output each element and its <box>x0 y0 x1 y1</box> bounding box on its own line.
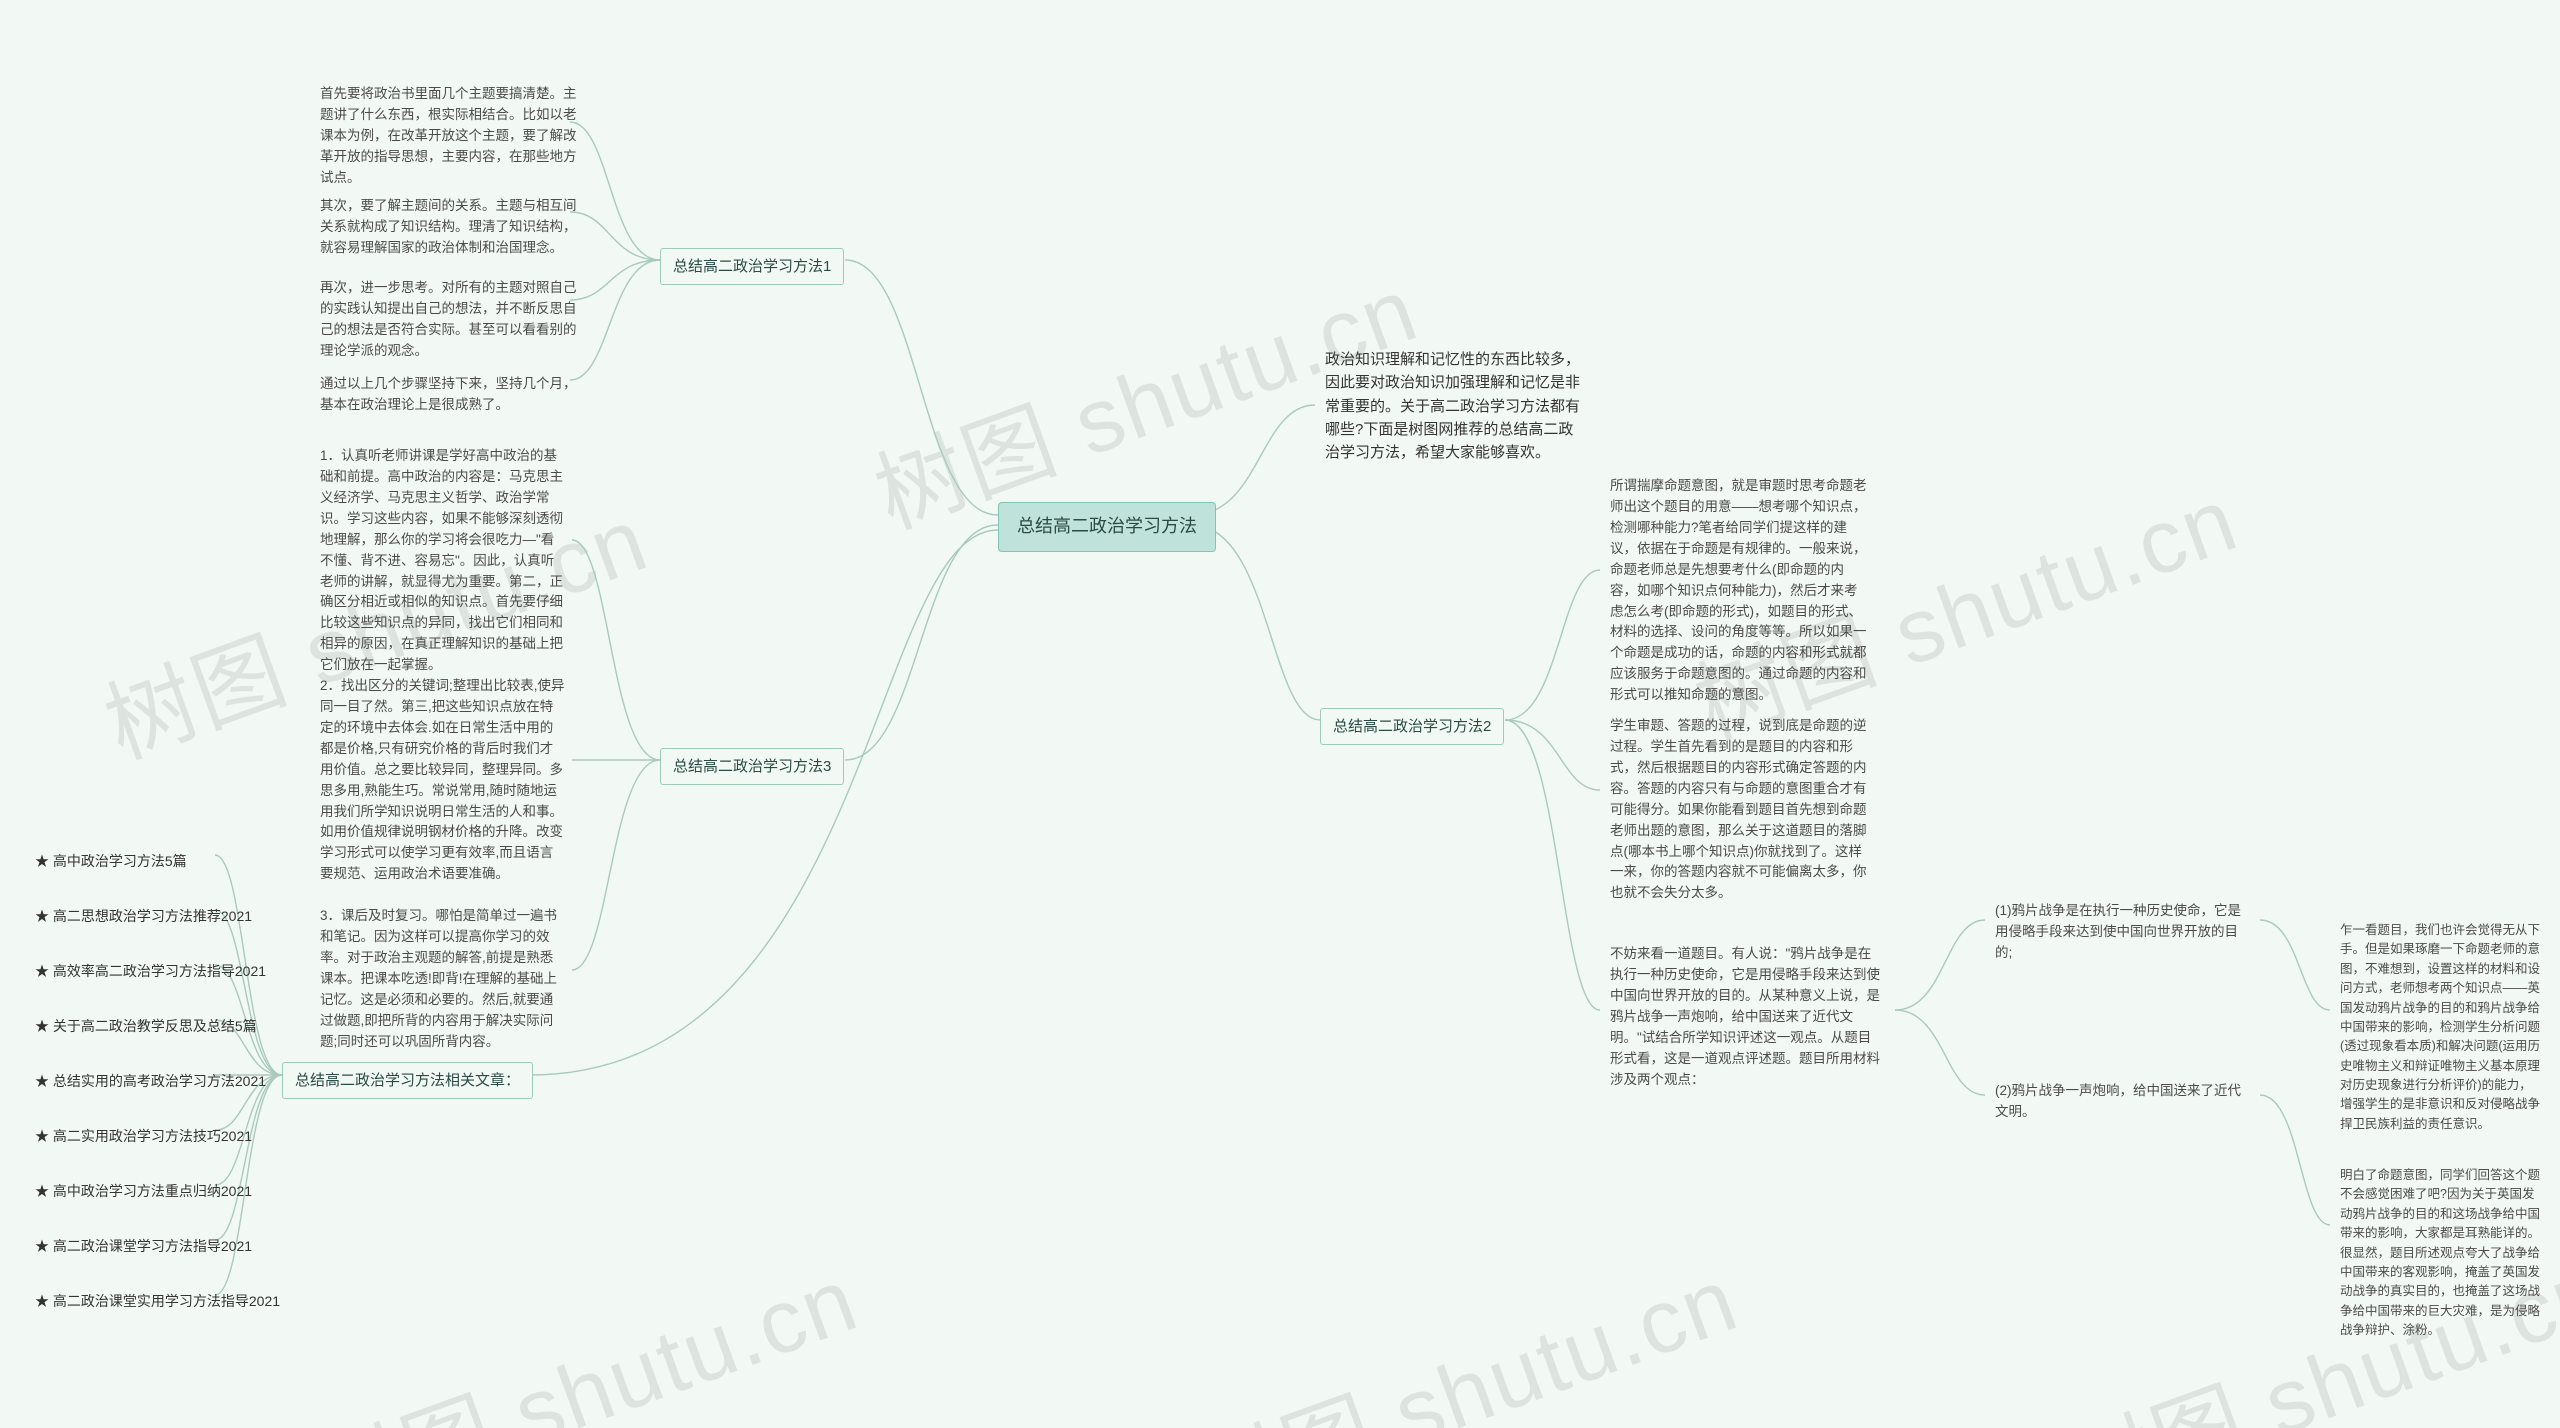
branch1-leaf-0: 首先要将政治书里面几个主题要搞清楚。主题讲了什么东西，根实际相结合。比如以老课本… <box>310 78 590 195</box>
branch3-leaf-0: 1．认真听老师讲课是学好高中政治的基础和前提。高中政治的内容是：马克思主义经济学… <box>310 440 575 682</box>
branch1-leaf-3: 通过以上几个步骤坚持下来，坚持几个月，基本在政治理论上是很成熟了。 <box>310 368 590 422</box>
branch2-leaf-0: 所谓揣摩命题意图，就是审题时思考命题老师出这个题目的用意——想考哪个知识点，检测… <box>1600 470 1880 712</box>
related-link-4[interactable]: ★ 总结实用的高考政治学习方法2021 <box>25 1065 276 1099</box>
related-link-1[interactable]: ★ 高二思想政治学习方法推荐2021 <box>25 900 262 934</box>
related-link-8[interactable]: ★ 高二政治课堂实用学习方法指导2021 <box>25 1285 290 1319</box>
branch3-leaf-1: 2．找出区分的关键词;整理出比较表,使异同一目了然。第三,把这些知识点放在特定的… <box>310 670 575 891</box>
branch2-example-intro: 不妨来看一道题目。有人说："鸦片战争是在执行一种历史使命，它是用侵略手段来达到使… <box>1600 938 1890 1096</box>
related-link-2[interactable]: ★ 高效率高二政治学习方法指导2021 <box>25 955 276 989</box>
branch2-analysis2: 明白了命题意图，同学们回答这个题不会感觉困难了吧?因为关于英国发动鸦片战争的目的… <box>2330 1160 2550 1346</box>
related-link-5[interactable]: ★ 高二实用政治学习方法技巧2021 <box>25 1120 262 1154</box>
branch-method1[interactable]: 总结高二政治学习方法1 <box>660 248 844 285</box>
branch-related[interactable]: 总结高二政治学习方法相关文章： <box>282 1062 533 1099</box>
branch2-example-point2: (2)鸦片战争一声炮响，给中国送来了近代文明。 <box>1985 1075 2253 1129</box>
branch-method3[interactable]: 总结高二政治学习方法3 <box>660 748 844 785</box>
branch1-leaf-2: 再次，进一步思考。对所有的主题对照自己的实践认知提出自己的想法，并不断反思自己的… <box>310 272 590 368</box>
related-link-7[interactable]: ★ 高二政治课堂学习方法指导2021 <box>25 1230 262 1264</box>
branch-method2[interactable]: 总结高二政治学习方法2 <box>1320 708 1504 745</box>
watermark: 树图 shutu.cn <box>1175 1227 1752 1428</box>
related-link-3[interactable]: ★ 关于高二政治教学反思及总结5篇 <box>25 1010 267 1044</box>
mindmap-root[interactable]: 总结高二政治学习方法 <box>998 502 1216 552</box>
branch2-example-point1: (1)鸦片战争是在执行一种历史使命，它是用侵略手段来达到使中国向世界开放的目的; <box>1985 895 2253 970</box>
related-link-6[interactable]: ★ 高中政治学习方法重点归纳2021 <box>25 1175 262 1209</box>
intro-text: 政治知识理解和记忆性的东西比较多，因此要对政治知识加强理解和记忆是非常重要的。关… <box>1315 342 1595 470</box>
watermark: 树图 shutu.cn <box>295 1227 872 1428</box>
branch2-leaf-1: 学生审题、答题的过程，说到底是命题的逆过程。学生首先看到的是题目的内容和形式，然… <box>1600 710 1880 910</box>
branch1-leaf-1: 其次，要了解主题间的关系。主题与相互间关系就构成了知识结构。理清了知识结构，就容… <box>310 190 590 265</box>
related-link-0[interactable]: ★ 高中政治学习方法5篇 <box>25 845 197 879</box>
branch3-leaf-2: 3．课后及时复习。哪怕是简单过一遍书和笔记。因为这样可以提高你学习的效率。对于政… <box>310 900 575 1058</box>
branch2-analysis1: 乍一看题目，我们也许会觉得无从下手。但是如果琢磨一下命题老师的意图，不难想到，设… <box>2330 915 2550 1140</box>
